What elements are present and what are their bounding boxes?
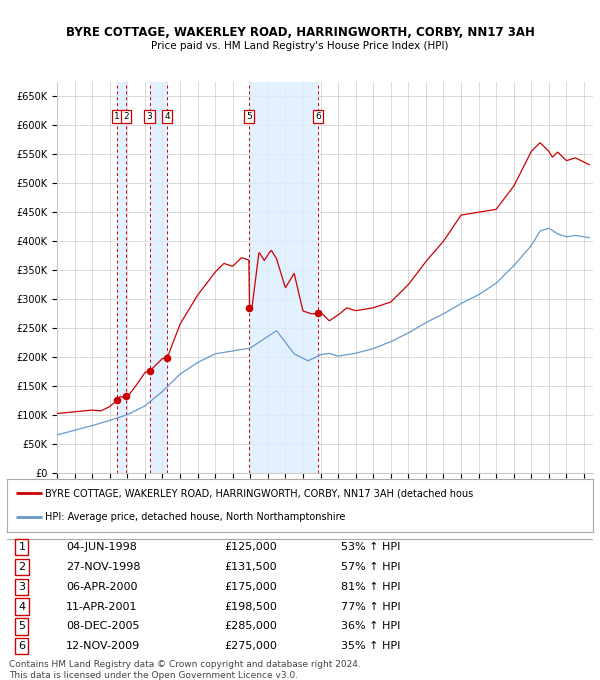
Text: £275,000: £275,000 (224, 641, 277, 651)
Text: Price paid vs. HM Land Registry's House Price Index (HPI): Price paid vs. HM Land Registry's House … (151, 41, 449, 51)
Text: 5: 5 (246, 112, 252, 121)
Point (163, 352, 172, 363)
Text: 12-NOV-2009: 12-NOV-2009 (66, 641, 140, 651)
Text: 1: 1 (19, 542, 25, 552)
Text: 57% ↑ HPI: 57% ↑ HPI (341, 562, 400, 572)
Text: 4: 4 (18, 602, 25, 611)
Text: 2: 2 (18, 562, 25, 572)
Text: 6: 6 (19, 641, 25, 651)
Text: £131,500: £131,500 (224, 562, 277, 572)
Point (244, 302, 254, 313)
Text: BYRE COTTAGE, WAKERLEY ROAD, HARRINGWORTH, CORBY, NN17 3AH (detached hous: BYRE COTTAGE, WAKERLEY ROAD, HARRINGWORT… (45, 488, 473, 498)
Text: £175,000: £175,000 (224, 581, 277, 592)
Bar (149, 82, 167, 473)
Text: 81% ↑ HPI: 81% ↑ HPI (341, 581, 400, 592)
Bar (249, 82, 318, 473)
Text: 3: 3 (147, 112, 152, 121)
Text: £285,000: £285,000 (224, 622, 277, 632)
Text: 77% ↑ HPI: 77% ↑ HPI (341, 602, 401, 611)
Text: 36% ↑ HPI: 36% ↑ HPI (341, 622, 400, 632)
Text: 53% ↑ HPI: 53% ↑ HPI (341, 542, 400, 552)
Text: BYRE COTTAGE, WAKERLEY ROAD, HARRINGWORTH, CORBY, NN17 3AH: BYRE COTTAGE, WAKERLEY ROAD, HARRINGWORT… (65, 26, 535, 39)
Text: 2: 2 (123, 112, 128, 121)
Text: 11-APR-2001: 11-APR-2001 (66, 602, 137, 611)
Point (121, 391, 130, 402)
Text: £198,500: £198,500 (224, 602, 277, 611)
Point (313, 308, 323, 319)
Text: 5: 5 (19, 622, 25, 632)
Text: 4: 4 (164, 112, 170, 121)
Text: 3: 3 (19, 581, 25, 592)
Text: 6: 6 (316, 112, 321, 121)
Bar (117, 82, 125, 473)
Text: 1: 1 (115, 112, 120, 121)
Text: 35% ↑ HPI: 35% ↑ HPI (341, 641, 400, 651)
Point (112, 395, 122, 406)
Text: This data is licensed under the Open Government Licence v3.0.: This data is licensed under the Open Gov… (9, 671, 298, 680)
Text: HPI: Average price, detached house, North Northamptonshire: HPI: Average price, detached house, Nort… (45, 513, 346, 522)
Text: 27-NOV-1998: 27-NOV-1998 (66, 562, 140, 572)
Point (145, 366, 154, 377)
Text: £125,000: £125,000 (224, 542, 277, 552)
Text: 08-DEC-2005: 08-DEC-2005 (66, 622, 139, 632)
Text: 04-JUN-1998: 04-JUN-1998 (66, 542, 137, 552)
Text: 06-APR-2000: 06-APR-2000 (66, 581, 137, 592)
Text: Contains HM Land Registry data © Crown copyright and database right 2024.: Contains HM Land Registry data © Crown c… (9, 660, 361, 668)
